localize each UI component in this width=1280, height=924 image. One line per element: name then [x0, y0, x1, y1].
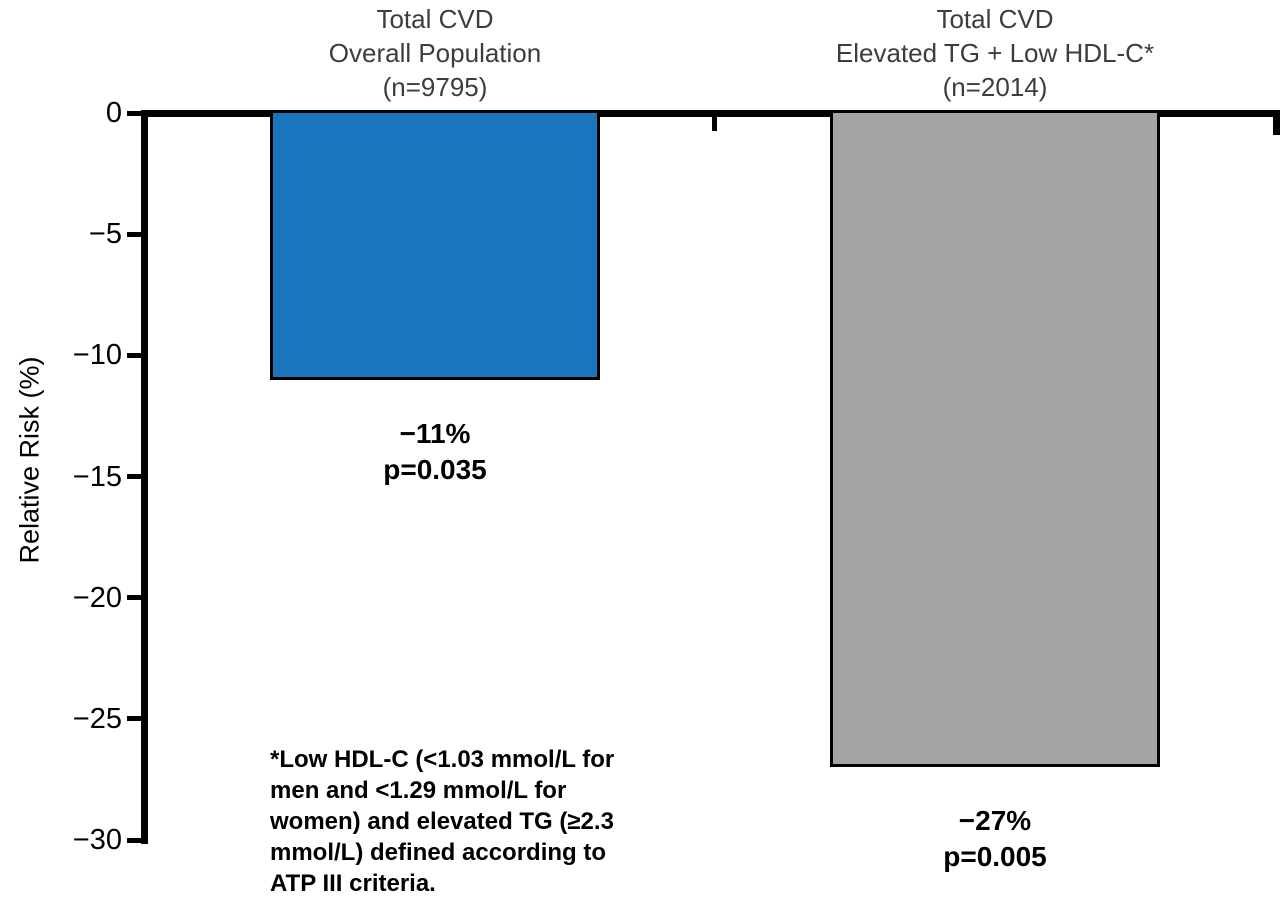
- column-header-line: Overall Population: [328, 38, 542, 68]
- y-axis-tick-label: −25: [72, 702, 122, 735]
- y-axis-tick: [127, 595, 142, 601]
- y-axis-tick-label: −10: [72, 339, 122, 372]
- bar-value-label: −11%: [399, 417, 471, 449]
- bar-p-value-label: p=0.005: [943, 841, 1047, 873]
- y-axis-tick: [127, 231, 142, 237]
- y-axis-tick: [127, 474, 142, 479]
- bar-caption-overall-population: −11% p=0.035: [270, 416, 600, 488]
- footnote-line: mmol/L) defined according to: [270, 839, 607, 866]
- y-axis-tick: [127, 110, 142, 116]
- bar-overall-population: [270, 110, 600, 380]
- x-axis-mid-tick: [712, 117, 717, 131]
- bar-caption-elevated-tg-low-hdl: −27% p=0.005: [830, 803, 1160, 875]
- x-axis-right-tick: [1273, 110, 1280, 135]
- footnote-line: ATP III criteria.: [270, 870, 436, 897]
- column-header-line: Elevated TG + Low HDL-C*: [835, 38, 1155, 68]
- x-axis-zero-line: [141, 110, 1280, 117]
- y-axis-tick: [127, 716, 142, 722]
- y-axis-line: [141, 110, 148, 844]
- y-axis-tick: [127, 352, 142, 358]
- column-header-line: Total CVD: [936, 4, 1054, 34]
- y-axis-tick-label: −30: [72, 824, 122, 856]
- column-header-line: Total CVD: [376, 4, 494, 34]
- y-axis-tick-label: −5: [88, 218, 122, 251]
- footnote-line: men and <1.29 mmol/L for: [270, 777, 567, 804]
- footnote: *Low HDL-C (<1.03 mmol/L for men and <1.…: [270, 744, 710, 899]
- column-header-elevated-tg-low-hdl: Total CVD Elevated TG + Low HDL-C* (n=20…: [765, 2, 1225, 104]
- column-header-line: (n=2014): [942, 72, 1048, 102]
- y-axis-tick-label: −20: [72, 581, 122, 614]
- y-axis-tick-label: −15: [72, 460, 122, 493]
- y-axis-tick-label: 0: [105, 97, 122, 129]
- column-header-overall-population: Total CVD Overall Population (n=9795): [205, 2, 665, 104]
- bar-elevated-tg-low-hdl: [830, 110, 1160, 768]
- footnote-line: women) and elevated TG (≥2.3: [270, 808, 614, 835]
- bar-value-label: −27%: [958, 805, 1032, 837]
- footnote-line: *Low HDL-C (<1.03 mmol/L for: [270, 746, 615, 773]
- bar-p-value-label: p=0.035: [383, 453, 487, 485]
- column-header-line: (n=9795): [382, 72, 488, 102]
- y-axis-tick: [127, 837, 142, 843]
